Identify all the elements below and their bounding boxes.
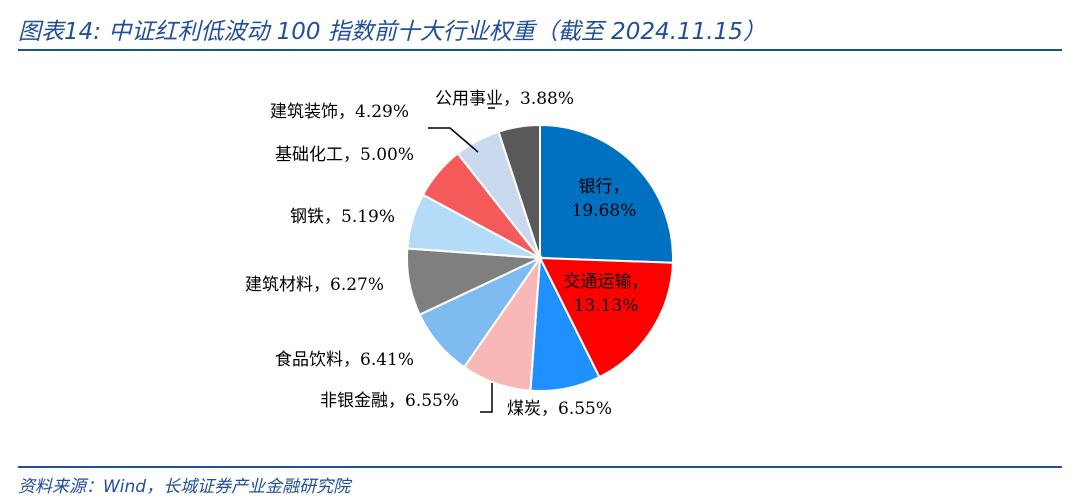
footer-divider xyxy=(18,466,1062,468)
slice-label-1: 交通运输， 13.13% xyxy=(564,272,649,316)
slice-label-5: 建筑材料，6.27% xyxy=(245,275,384,295)
chart-title: 图表14: 中证红利低波动 100 指数前十大行业权重（截至 2024.11.1… xyxy=(18,19,766,45)
pie-slices xyxy=(406,123,674,392)
slice-label-0: 银行， 19.68% xyxy=(572,177,637,221)
slice-labels: 银行， 19.68% 交通运输， 13.13% 煤炭，6.55% 非银金融，6.55% 食品… xyxy=(245,89,649,419)
title-divider xyxy=(18,49,1062,51)
pie-slice-9 xyxy=(497,123,541,259)
slice-label-2: 煤炭，6.55% xyxy=(507,399,612,419)
slice-label-3: 非银金融，6.55% xyxy=(320,391,459,411)
pie-slice-1 xyxy=(538,256,674,379)
slice-label-4: 食品饮料，6.41% xyxy=(275,350,414,370)
source-note: 资料来源：Wind，长城证券产业金融研究院 xyxy=(18,477,351,497)
leader-line-1 xyxy=(428,127,479,153)
slice-label-7: 基础化工，5.00% xyxy=(275,145,414,165)
leader-lines xyxy=(428,107,495,413)
slice-label-8: 建筑装饰，4.29% xyxy=(270,102,409,122)
slice-label-6: 钢铁，5.19% xyxy=(290,207,395,227)
pie-slice-0 xyxy=(539,123,674,264)
leader-line-0 xyxy=(480,383,493,413)
slice-label-9: 公用事业，3.88% xyxy=(435,89,574,109)
